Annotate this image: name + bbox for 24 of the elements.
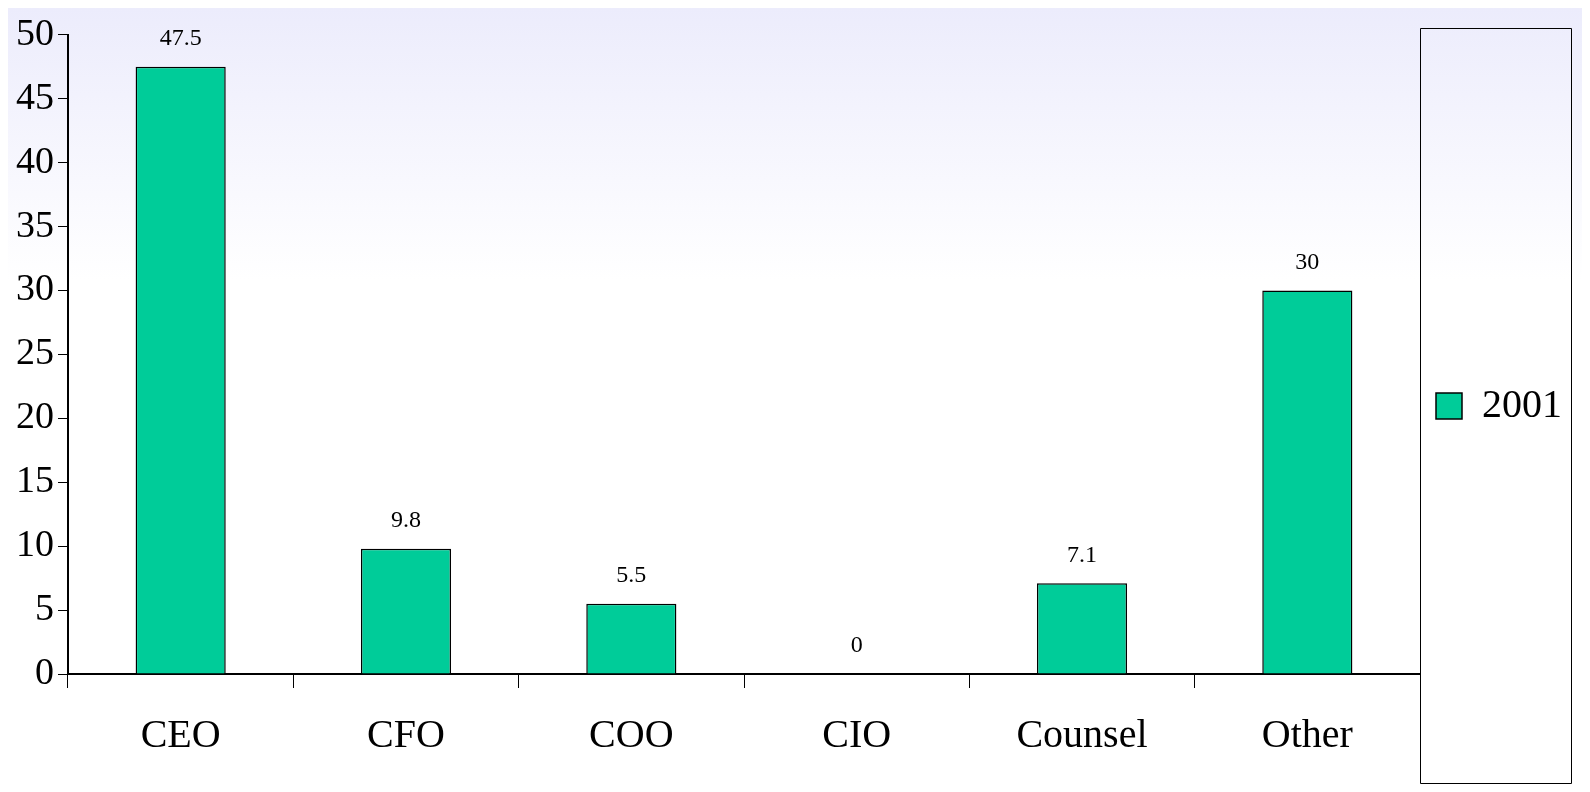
x-tick-label: CFO [367, 710, 445, 756]
y-tick-label: 5 [35, 586, 54, 629]
data-label: 47.5 [159, 24, 202, 51]
data-label: 7.1 [1067, 540, 1097, 567]
y-tick-label: 35 [16, 202, 54, 245]
data-label: 5.5 [616, 560, 647, 587]
x-tick-label: COO [589, 710, 674, 756]
y-tick-label: 50 [16, 10, 54, 53]
x-tick-label: Other [1261, 710, 1353, 756]
data-label: 0 [850, 631, 863, 658]
x-tick-label: CEO [140, 710, 221, 756]
x-tick-label: Counsel [1016, 710, 1148, 756]
data-label: 30 [1295, 247, 1320, 274]
y-tick-label: 20 [16, 394, 54, 437]
legend-label: 2001 [1482, 380, 1562, 426]
y-tick-label: 0 [35, 649, 54, 692]
y-tick-label: 10 [16, 522, 54, 565]
y-tick-label: 25 [16, 330, 54, 373]
y-tick-label: 45 [16, 74, 54, 117]
data-label: 9.8 [391, 506, 421, 533]
y-tick-label: 15 [16, 458, 54, 501]
x-tick-label: CIO [822, 710, 892, 756]
y-tick-label: 40 [16, 138, 54, 181]
y-tick-label: 30 [16, 266, 54, 309]
